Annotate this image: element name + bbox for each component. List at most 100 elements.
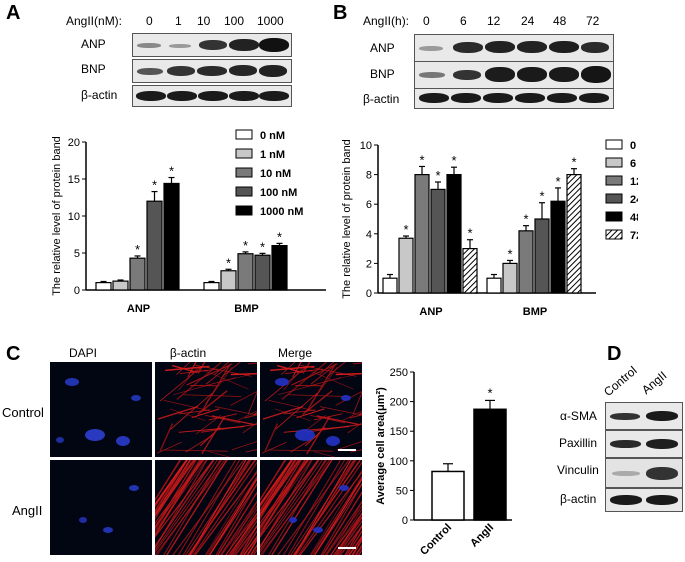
- y-tick-label: 10: [68, 211, 80, 223]
- significance-mark: *: [435, 168, 440, 183]
- blot-row-label: ANP: [370, 41, 395, 55]
- panel-letter-c: C: [6, 343, 21, 365]
- significance-mark: *: [571, 155, 576, 170]
- blot-strip-bnp: [132, 59, 292, 83]
- y-tick-label: 0: [402, 515, 408, 527]
- dose-label: 10: [197, 14, 211, 28]
- bar: [430, 188, 446, 294]
- blot-row-label: β-actin: [560, 492, 597, 506]
- chart-a: 0 5 10 15 20 The relative level of protein ba…: [51, 129, 326, 315]
- bar: [271, 245, 288, 291]
- time-label: 0: [423, 14, 430, 28]
- significance-mark: *: [135, 242, 140, 257]
- significance-mark: *: [507, 246, 512, 261]
- bar: [220, 270, 237, 291]
- panel-letter-b: B: [333, 2, 348, 24]
- blot-row-label: Vinculin: [557, 463, 599, 477]
- legend-entry: 6 h: [630, 158, 638, 170]
- blot-strip-actin: [414, 88, 614, 109]
- time-label: 6: [460, 14, 467, 28]
- time-label: 24: [521, 14, 535, 28]
- bar: [254, 254, 271, 291]
- bar: [237, 253, 254, 291]
- micrograph-merge-control: [260, 362, 362, 457]
- significance-mark: *: [277, 229, 282, 244]
- significance-mark: *: [539, 189, 544, 204]
- y-tick-label: 8: [366, 170, 372, 182]
- significance-mark: *: [523, 212, 528, 227]
- category-label: ANP: [127, 303, 150, 315]
- bar: [414, 173, 430, 294]
- col-header-merge: Merge: [277, 346, 312, 360]
- legend-swatch: [605, 229, 623, 240]
- legend-entry: 100 nM: [260, 187, 297, 199]
- col-header-dapi: DAPI: [68, 346, 97, 360]
- legend-swatch: [605, 175, 623, 186]
- legend-swatch: [605, 157, 623, 168]
- blot-row-label: BNP: [81, 62, 106, 76]
- y-tick-label: 0: [366, 288, 372, 300]
- micrograph-dapi-control: [50, 362, 152, 457]
- legend-swatch: [605, 193, 623, 204]
- y-tick-label: 2: [366, 258, 372, 270]
- bar: [534, 218, 550, 294]
- blot-strip-asma: [605, 402, 683, 430]
- y-axis-label: The relative level of protein band: [341, 139, 353, 299]
- significance-mark: *: [403, 222, 408, 237]
- nuclei-image: [79, 485, 139, 533]
- category-label: Control: [418, 522, 454, 554]
- bar: [431, 470, 465, 521]
- y-tick-label: 150: [390, 426, 408, 438]
- row-label-angii: AngII: [12, 503, 43, 518]
- y-axis-label: Average cell area(μm²): [375, 387, 387, 505]
- bar: [473, 408, 507, 521]
- micrograph-merge-angii: [260, 460, 362, 555]
- y-tick-label: 6: [366, 199, 372, 211]
- bar: [502, 262, 518, 294]
- dose-label: 1000: [257, 14, 284, 28]
- bar: [112, 280, 129, 291]
- time-label: 72: [586, 14, 600, 28]
- legend-entry: 48 h: [630, 212, 638, 224]
- dose-label: 1: [175, 14, 182, 28]
- bar: [446, 173, 462, 294]
- bar: [203, 282, 220, 291]
- legend-swatch: [605, 139, 623, 150]
- blot-row-label: α-SMA: [560, 409, 597, 423]
- blot-strip-paxillin: [605, 430, 683, 458]
- bar: [398, 237, 414, 294]
- bar: [518, 230, 534, 294]
- legend-swatch: [235, 129, 253, 140]
- bar: [129, 257, 146, 291]
- bar: [95, 282, 112, 291]
- category-label: BMP: [234, 303, 258, 315]
- chart-b: 0 2 4 6 8 10 The relative level of protein ban…: [341, 139, 638, 318]
- legend-entry: 24 h: [630, 194, 638, 206]
- bar: [382, 277, 398, 294]
- blot-strip-vinculin: [605, 458, 683, 488]
- dose-label: 0: [146, 14, 153, 28]
- micrograph-actin-control: [155, 362, 257, 457]
- blot-row-label: β-actin: [363, 92, 400, 106]
- blot-row-label: Paxillin: [559, 436, 598, 450]
- legend-swatch: [605, 211, 623, 222]
- y-tick-label: 20: [68, 137, 80, 149]
- y-axis-label: The relative level of protein band: [51, 136, 63, 296]
- y-tick-label: 5: [74, 248, 80, 260]
- bar: [566, 173, 582, 294]
- bar: [550, 200, 566, 294]
- blot-strip-bnp: [414, 61, 614, 89]
- time-label: 48: [553, 14, 567, 28]
- legend-entry: 12 h: [630, 176, 638, 188]
- legend-swatch: [235, 205, 253, 216]
- nuclei-image: [56, 378, 141, 446]
- y-tick-label: 200: [390, 397, 408, 409]
- merge-image: [262, 362, 362, 457]
- blot-row-label: ANP: [81, 37, 106, 51]
- legend-entry: 1 nM: [260, 149, 285, 161]
- row-label-control: Control: [2, 405, 44, 420]
- legend-swatch: [235, 148, 253, 159]
- blot-strip-anp: [414, 34, 614, 62]
- actin-fibers-image: [155, 460, 257, 555]
- legend-entry: 0 nM: [260, 130, 285, 142]
